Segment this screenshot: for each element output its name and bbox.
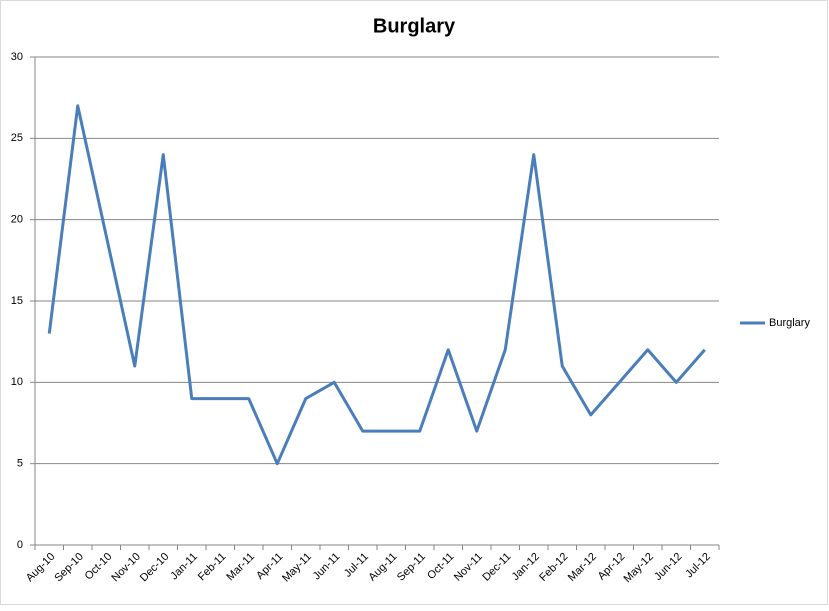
y-tick-label: 30 — [11, 51, 23, 63]
y-tick-label: 5 — [17, 458, 23, 470]
y-tick-label: 25 — [11, 132, 23, 144]
legend-label: Burglary — [769, 317, 810, 329]
chart-title: Burglary — [373, 15, 456, 37]
line-series — [47, 104, 706, 466]
y-tick-label: 10 — [11, 376, 23, 388]
y-tick-label: 20 — [11, 214, 23, 226]
y-tick-label: 0 — [17, 539, 23, 551]
y-tick-label: 15 — [11, 295, 23, 307]
